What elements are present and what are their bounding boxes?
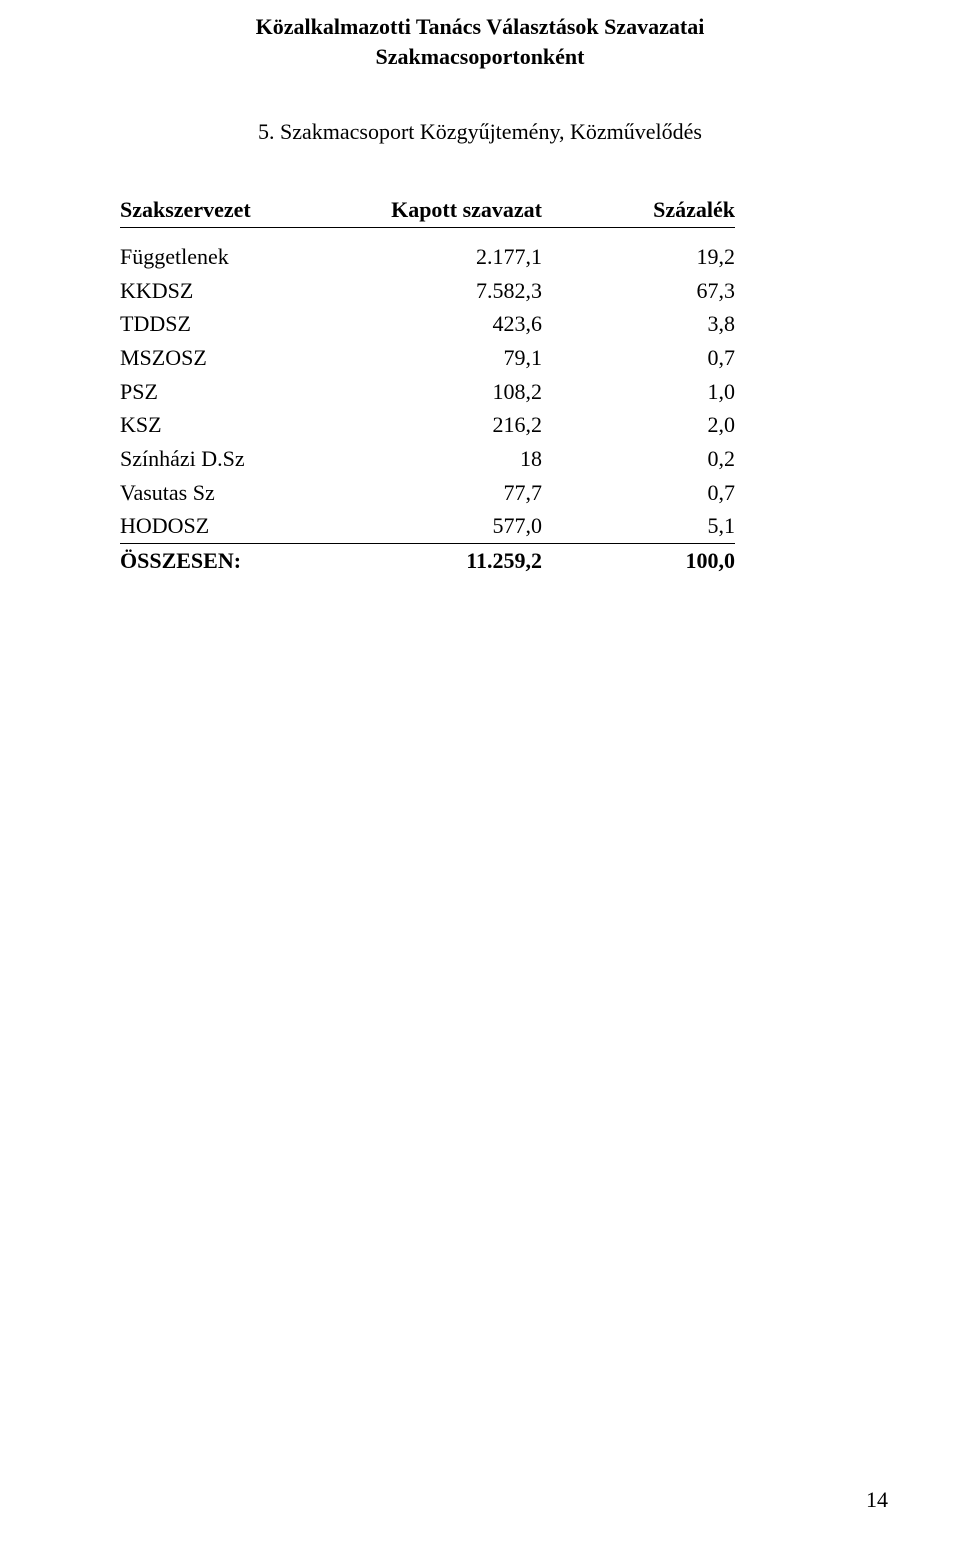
cell-name: HODOSZ [120,509,370,543]
cell-name: KKDSZ [120,274,370,308]
cell-name: KSZ [120,408,370,442]
table-row: Színházi D.Sz 18 0,2 [120,442,735,476]
cell-pct: 2,0 [570,408,735,442]
total-row: ÖSSZESEN: 11.259,2 100,0 [120,544,735,578]
cell-name: Vasutas Sz [120,476,370,510]
cell-name: Függetlenek [120,240,370,274]
table-row: Függetlenek 2.177,1 19,2 [120,240,735,274]
total-pct: 100,0 [570,544,735,578]
table-row: HODOSZ 577,0 5,1 [120,509,735,543]
cell-votes: 2.177,1 [370,240,570,274]
header-line-2: Szakmacsoportonként [120,42,840,72]
cell-votes: 108,2 [370,375,570,409]
col-header-org: Szakszervezet [120,193,370,228]
cell-votes: 423,6 [370,307,570,341]
table-row: Vasutas Sz 77,7 0,7 [120,476,735,510]
cell-name: MSZOSZ [120,341,370,375]
cell-pct: 3,8 [570,307,735,341]
cell-votes: 216,2 [370,408,570,442]
total-name: ÖSSZESEN: [120,544,370,578]
table-row: KSZ 216,2 2,0 [120,408,735,442]
cell-pct: 5,1 [570,509,735,543]
table-row: KKDSZ 7.582,3 67,3 [120,274,735,308]
section-subtitle: 5. Szakmacsoport Közgyűjtemény, Közművel… [120,119,840,145]
cell-pct: 0,7 [570,341,735,375]
cell-name: TDDSZ [120,307,370,341]
cell-pct: 1,0 [570,375,735,409]
cell-pct: 19,2 [570,240,735,274]
cell-votes: 7.582,3 [370,274,570,308]
table-row: MSZOSZ 79,1 0,7 [120,341,735,375]
cell-votes: 77,7 [370,476,570,510]
cell-name: PSZ [120,375,370,409]
spacer-row [120,228,735,240]
page-header: Közalkalmazotti Tanács Választások Szava… [120,12,840,71]
cell-votes: 18 [370,442,570,476]
total-votes: 11.259,2 [370,544,570,578]
table-header-row: Szakszervezet Kapott szavazat Százalék [120,193,735,228]
cell-votes: 577,0 [370,509,570,543]
cell-pct: 0,2 [570,442,735,476]
cell-pct: 67,3 [570,274,735,308]
header-line-1: Közalkalmazotti Tanács Választások Szava… [120,12,840,42]
table-row: TDDSZ 423,6 3,8 [120,307,735,341]
cell-votes: 79,1 [370,341,570,375]
col-header-votes: Kapott szavazat [370,193,570,228]
cell-pct: 0,7 [570,476,735,510]
page-number: 14 [866,1487,888,1513]
col-header-pct: Százalék [570,193,735,228]
table-row: PSZ 108,2 1,0 [120,375,735,409]
votes-table: Szakszervezet Kapott szavazat Százalék F… [120,193,735,577]
cell-name: Színházi D.Sz [120,442,370,476]
